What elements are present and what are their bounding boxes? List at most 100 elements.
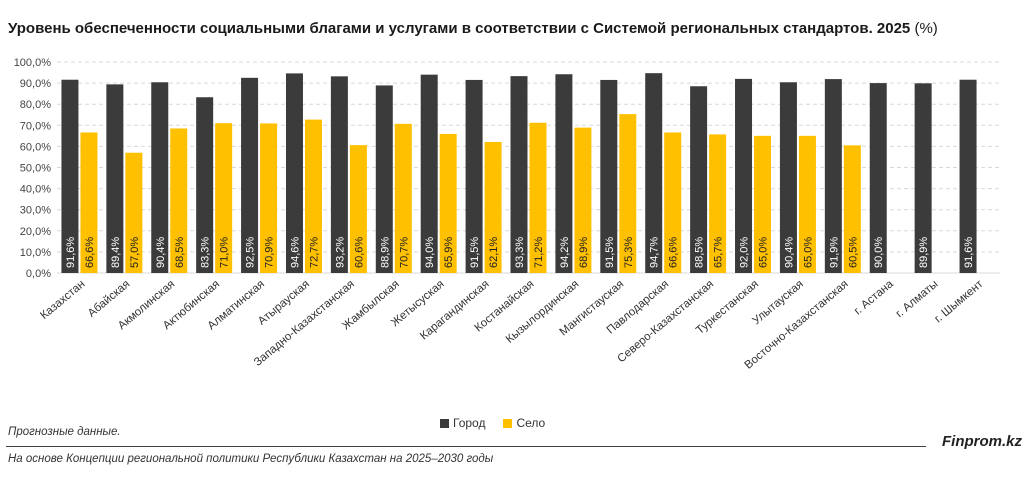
x-category-label: Казахстан — [38, 278, 87, 322]
bar-city — [555, 74, 573, 273]
data-label-village: 70,9% — [264, 237, 276, 268]
source-note: На основе Концепции региональной политик… — [8, 453, 494, 465]
legend-swatch-city — [440, 418, 449, 428]
data-label-village: 60,6% — [353, 237, 365, 268]
chart-title-unit: (%) — [914, 20, 938, 37]
data-label-village: 75,3% — [623, 237, 635, 268]
x-category-label: г. Шымкент — [933, 278, 987, 326]
data-label-city: 94,2% — [559, 237, 571, 268]
y-tick-label: 90,0% — [20, 78, 51, 90]
forecast-note: Прогнозные данные. — [8, 426, 121, 438]
bar-city — [869, 83, 887, 273]
footer-divider — [6, 446, 926, 447]
legend-item-city: Город — [440, 416, 485, 430]
data-label-city: 91,6% — [963, 237, 975, 268]
x-category-label: Абайская — [86, 278, 132, 320]
bar-city — [330, 76, 348, 274]
data-label-village: 68,5% — [174, 237, 186, 268]
bar-village — [215, 123, 233, 273]
data-label-village: 62,1% — [488, 237, 500, 268]
bar-village — [484, 141, 502, 273]
bar-city — [285, 73, 303, 273]
bar-city — [914, 83, 932, 273]
bar-city — [151, 82, 169, 273]
y-tick-label: 40,0% — [20, 184, 51, 196]
legend-swatch-village — [503, 418, 513, 428]
data-label-city: 88,5% — [694, 237, 706, 268]
data-label-city: 91,5% — [604, 237, 616, 268]
y-tick-label: 70,0% — [20, 120, 51, 132]
brand-logo-text: Finprom.kz — [941, 433, 1022, 450]
data-label-city: 93,3% — [514, 237, 526, 268]
y-tick-label: 80,0% — [20, 99, 51, 111]
data-label-village: 71,0% — [219, 237, 231, 268]
bar-city — [106, 84, 124, 273]
y-tick-label: 10,0% — [20, 247, 51, 259]
data-label-village: 66,6% — [668, 237, 680, 268]
bar-village — [80, 132, 98, 273]
data-label-village: 68,9% — [578, 237, 590, 268]
bar-city — [959, 79, 977, 273]
y-tick-label: 100,0% — [14, 57, 52, 69]
bar-city — [375, 85, 393, 274]
bar-village — [394, 123, 412, 273]
data-label-village: 70,7% — [398, 237, 410, 268]
chart-title-text: Уровень обеспеченности социальными блага… — [8, 20, 911, 37]
bar-village — [754, 135, 772, 273]
data-label-city: 83,3% — [200, 237, 212, 268]
chart-legend: Город Село — [440, 416, 545, 430]
bar-city — [510, 76, 528, 274]
data-label-city: 91,5% — [469, 237, 481, 268]
data-label-village: 65,0% — [758, 237, 770, 268]
bar-village — [349, 145, 367, 273]
bar-village — [574, 127, 592, 273]
bar-village — [529, 122, 547, 273]
bar-city — [241, 77, 259, 273]
bar-city — [196, 97, 214, 273]
data-label-village: 66,6% — [84, 237, 96, 268]
data-label-city: 90,0% — [873, 237, 885, 268]
x-category-label: г. Астана — [852, 278, 896, 318]
data-label-city: 94,7% — [649, 237, 661, 268]
data-label-city: 89,9% — [918, 237, 930, 268]
y-tick-label: 30,0% — [20, 205, 51, 217]
data-label-city: 90,4% — [783, 237, 795, 268]
bar-village — [664, 132, 682, 273]
data-label-city: 90,4% — [155, 237, 167, 268]
bar-chart: 0,0% 10,0% 20,0% 30,0% 40,0% 50,0% 60,0% 70,0% 8… — [14, 57, 1000, 372]
legend-label-city: Город — [453, 416, 486, 430]
bar-city — [61, 79, 79, 273]
y-tick-label: 50,0% — [20, 163, 51, 175]
data-label-village: 65,0% — [802, 237, 814, 268]
chart-title: Уровень обеспеченности социальными блага… — [8, 20, 938, 37]
data-label-village: 65,7% — [713, 237, 725, 268]
bar-city — [420, 74, 438, 273]
bar-village — [170, 128, 188, 273]
bar-village — [304, 119, 322, 273]
legend-item-village: Село — [503, 416, 545, 430]
legend-label-village: Село — [516, 416, 546, 430]
data-label-village: 60,5% — [847, 237, 859, 268]
y-tick-label: 60,0% — [20, 141, 51, 153]
bar-city — [600, 79, 618, 273]
bar-village — [619, 114, 637, 273]
bar-city — [824, 79, 842, 273]
bar-village — [798, 135, 816, 273]
bar-city — [690, 86, 708, 273]
data-label-village: 72,7% — [308, 237, 320, 268]
data-label-village: 71,2% — [533, 237, 545, 268]
bar-village — [843, 145, 861, 273]
bar-village — [125, 152, 143, 273]
data-label-city: 92,0% — [739, 237, 751, 268]
bar-city — [465, 79, 483, 273]
data-label-city: 94,0% — [424, 237, 436, 268]
data-label-city: 93,2% — [334, 237, 346, 268]
data-label-city: 88,9% — [379, 237, 391, 268]
y-tick-label: 0,0% — [26, 268, 51, 280]
data-label-village: 57,0% — [129, 237, 141, 268]
bar-city — [779, 82, 797, 273]
data-label-village: 65,9% — [443, 237, 455, 268]
bar-village — [260, 123, 278, 273]
bar-city — [735, 78, 753, 273]
data-label-city: 91,9% — [828, 237, 840, 268]
